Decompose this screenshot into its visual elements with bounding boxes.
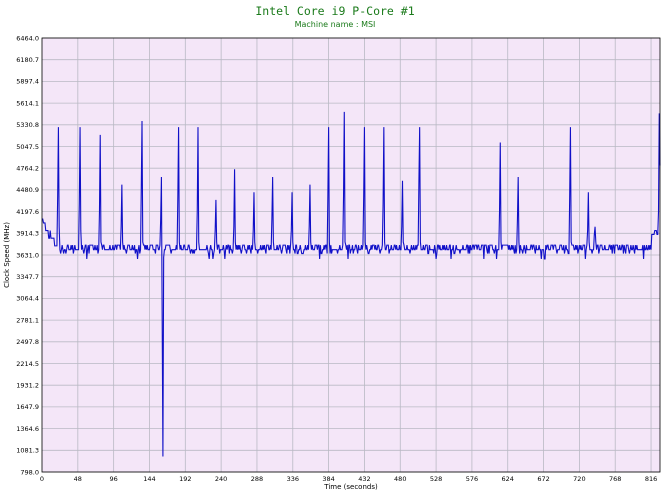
x-tick-label: 576 bbox=[466, 475, 478, 483]
y-tick-label: 798.0 bbox=[20, 468, 39, 476]
x-tick-label: 528 bbox=[430, 475, 442, 483]
y-tick-label: 4480.9 bbox=[16, 186, 39, 194]
x-tick-label: 480 bbox=[394, 475, 406, 483]
y-tick-label: 2781.1 bbox=[16, 316, 39, 324]
y-tick-label: 1931.2 bbox=[16, 382, 39, 390]
x-tick-label: 144 bbox=[143, 475, 155, 483]
x-tick-label: 816 bbox=[645, 475, 657, 483]
x-tick-label: 96 bbox=[110, 475, 118, 483]
y-tick-label: 6464.0 bbox=[16, 34, 39, 42]
chart-title: Intel Core i9 P-Core #1 bbox=[255, 4, 414, 18]
y-tick-label: 4197.6 bbox=[16, 208, 39, 216]
y-tick-label: 3064.4 bbox=[16, 295, 39, 303]
y-tick-label: 3631.0 bbox=[16, 251, 39, 259]
x-tick-label: 192 bbox=[179, 475, 191, 483]
x-tick-label: 0 bbox=[40, 475, 44, 483]
y-tick-label: 3347.7 bbox=[16, 273, 39, 281]
x-tick-label: 48 bbox=[74, 475, 82, 483]
y-tick-label: 1364.6 bbox=[16, 425, 39, 433]
y-tick-label: 6180.7 bbox=[16, 56, 39, 64]
x-tick-label: 432 bbox=[358, 475, 370, 483]
x-tick-label: 768 bbox=[609, 475, 621, 483]
x-axis-label: Time (seconds) bbox=[323, 483, 378, 491]
y-tick-label: 4764.2 bbox=[16, 165, 39, 173]
x-tick-label: 288 bbox=[251, 475, 263, 483]
y-tick-label: 5614.1 bbox=[16, 99, 39, 107]
y-tick-label: 5047.5 bbox=[16, 143, 39, 151]
y-axis-label: Clock Speed (MHz) bbox=[3, 222, 11, 288]
y-tick-label: 5330.8 bbox=[16, 121, 39, 129]
x-tick-label: 384 bbox=[322, 475, 334, 483]
x-tick-label: 624 bbox=[502, 475, 514, 483]
x-tick-label: 240 bbox=[215, 475, 227, 483]
x-tick-label: 720 bbox=[573, 475, 585, 483]
y-axis-ticks: 6464.0 6180.7 5897.4 5614.1 5330.8 5047.5 4764… bbox=[16, 34, 39, 476]
y-tick-label: 2214.5 bbox=[16, 360, 39, 368]
y-tick-label: 3914.3 bbox=[16, 230, 39, 238]
gridlines bbox=[42, 37, 660, 473]
x-axis-ticks: 0 48 96 144 192 240 288 336 384 432 480 528 576 624 67… bbox=[40, 475, 657, 483]
y-tick-label: 5897.4 bbox=[16, 78, 39, 86]
clock-speed-series-line bbox=[42, 111, 661, 457]
chart-subtitle: Machine name : MSI bbox=[295, 20, 376, 29]
x-tick-label: 672 bbox=[537, 475, 549, 483]
x-tick-label: 336 bbox=[287, 475, 299, 483]
y-tick-label: 2497.8 bbox=[16, 338, 39, 346]
plot-frame bbox=[41, 37, 661, 473]
y-tick-label: 1647.9 bbox=[16, 403, 39, 411]
y-tick-label: 1081.3 bbox=[16, 447, 39, 455]
